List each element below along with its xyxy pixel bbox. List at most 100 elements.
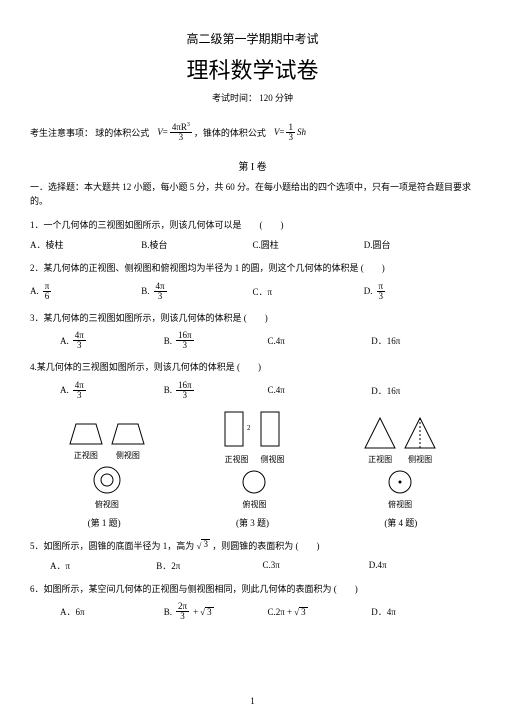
triangle-icon	[363, 416, 397, 450]
fig3: 2 正视图 侧视图 俯视图	[221, 410, 287, 510]
fig3-top-label: 俯视图	[242, 499, 266, 510]
q6-opts: A．6π B. 2π3 + √3 C.2π + √3 D．4π	[30, 602, 475, 621]
page-number: 1	[0, 696, 505, 706]
q4-text: 4.某几何体的三视图如图所示，则该几何体的体积是 ( )	[30, 360, 475, 374]
fig4-top-label: 俯视图	[388, 499, 412, 510]
q3-opts: A. 4π3 B. 16π3 C.4π D．16π	[30, 331, 475, 350]
fig4-side: 侧视图	[403, 416, 437, 465]
q5-sqrt: 3	[201, 539, 210, 549]
fig1-top: 俯视图	[92, 465, 122, 510]
q5-text: 5．如图所示，圆锥的底面半径为 1，高为 √3 ，则圆锥的表面积为 ( )	[30, 539, 475, 553]
q2-a-label: A.	[30, 286, 39, 296]
q6-c-label: C.2π +	[268, 607, 293, 617]
q2-d-den: 3	[377, 292, 386, 301]
q4-c: C.4π	[268, 385, 372, 395]
circle-dot-icon	[387, 469, 413, 495]
caption-3: (第 3 题)	[236, 516, 269, 529]
q2-b-label: B.	[141, 286, 149, 296]
q5-a: A．π	[50, 559, 156, 572]
fig1-side-label: 侧视图	[116, 450, 140, 461]
q1-a: A．棱柱	[30, 238, 141, 251]
q1-c: C.圆柱	[253, 238, 364, 251]
f1-sup: 3	[187, 122, 190, 128]
q5-b: B．2π	[156, 559, 262, 572]
q6-text: 6．如图所示，某空间几何体的正视图与侧视图相同，则此几何体的表面积为 ( )	[30, 582, 475, 596]
fig3-side-label: 侧视图	[260, 454, 284, 465]
q5-d: D.4π	[369, 560, 475, 570]
q2-d-label: D.	[364, 286, 373, 296]
fig3-side: 侧视图	[257, 410, 287, 465]
dim-2: 2	[247, 424, 251, 432]
q1-text: 1．一个几何体的三视图如图所示，则该几何体可以是 ( )	[30, 218, 475, 232]
q1-d: D.圆台	[364, 238, 475, 251]
sqrt-icon: √3	[294, 607, 307, 617]
q3-text: 3．某几何体的三视图如图所示，则该几何体的体积是 ( )	[30, 311, 475, 325]
circle-icon	[241, 469, 267, 495]
triangle-icon	[403, 416, 437, 450]
q3-d: D．16π	[371, 334, 475, 347]
q3-c: C.4π	[268, 336, 372, 346]
q4-b-label: B.	[164, 385, 172, 395]
q1-b: B.棱台	[141, 238, 252, 251]
q2-b: B. 4π3	[141, 282, 252, 301]
q4-opts: A. 4π3 B. 16π3 C.4π D．16π	[30, 381, 475, 400]
f1-num: 4πR	[172, 122, 187, 132]
rect-icon	[257, 410, 287, 450]
trapezoid-icon	[110, 422, 146, 446]
q6-b-sqrt: 3	[205, 607, 214, 617]
caption-1: (第 1 题)	[88, 516, 121, 529]
fig4-top: 俯视图	[387, 469, 413, 510]
donut-icon	[92, 465, 122, 495]
fig1-top-label: 俯视图	[95, 499, 119, 510]
f1-frac: 4πR3 3	[170, 122, 192, 142]
trapezoid-icon	[68, 422, 104, 446]
q4-b: B. 16π3	[164, 381, 268, 400]
note-mid: ，锥体的体积公式	[194, 126, 266, 139]
exam-time: 考试时间： 120 分钟	[30, 91, 475, 104]
q2-c: C．π	[253, 285, 364, 298]
q1-opts: A．棱柱 B.棱台 C.圆柱 D.圆台	[30, 238, 475, 251]
q2-a: A. π6	[30, 282, 141, 301]
fig1-front: 正视图	[68, 422, 104, 461]
caption-4: (第 4 题)	[384, 516, 417, 529]
note-formulas: 考生注意事项： 球的体积公式 V = 4πR3 3 ，锥体的体积公式 V = 1…	[30, 122, 475, 142]
fig1-front-label: 正视图	[74, 450, 98, 461]
f2-frac: 1 3	[286, 123, 295, 142]
f2-eq: =	[279, 127, 284, 137]
q4-a-den: 3	[75, 391, 84, 400]
q2-opts: A. π6 B. 4π3 C．π D. π3	[30, 282, 475, 301]
q5-opts: A．π B．2π C.3π D.4π	[30, 559, 475, 572]
q3-b-label: B.	[164, 336, 172, 346]
instructions-1: 一．选择题：本大题共 12 小题，每小题 5 分，共 60 分。在每小题给出的四…	[30, 181, 475, 208]
rect-icon: 2	[221, 410, 251, 450]
fig1: 正视图 侧视图 俯视图	[68, 422, 146, 510]
fig1-side: 侧视图	[110, 422, 146, 461]
q4-a-label: A.	[60, 385, 69, 395]
q3-b-den: 3	[181, 341, 190, 350]
q5-c: C.3π	[263, 560, 369, 570]
fig3-front-label: 正视图	[224, 454, 248, 465]
q2-a-den: 6	[43, 292, 52, 301]
section-1: 第 I 卷	[30, 158, 475, 173]
title-line2: 理科数学试卷	[30, 53, 475, 85]
f2-den: 3	[286, 133, 295, 142]
fig4: 正视图 侧视图 俯视图	[363, 416, 437, 510]
fig4-front-label: 正视图	[368, 454, 392, 465]
q4-d: D．16π	[371, 384, 475, 397]
figure-row: 正视图 侧视图 俯视图 2 正视图	[30, 410, 475, 510]
q6-b: B. 2π3 + √3	[164, 602, 268, 621]
f2-num: 1	[286, 123, 295, 133]
fig4-side-label: 侧视图	[408, 454, 432, 465]
q3-a-den: 3	[75, 341, 84, 350]
q2-b-den: 3	[156, 292, 165, 301]
fig3-top: 俯视图	[241, 469, 267, 510]
fig4-front: 正视图	[363, 416, 397, 465]
q6-b-plus: +	[193, 607, 198, 617]
sqrt-icon: √3	[200, 607, 213, 617]
figure-captions: (第 1 题) (第 3 题) (第 4 题)	[30, 516, 475, 529]
f1-den: 3	[177, 133, 186, 142]
title-line1: 高二级第一学期期中考试	[30, 30, 475, 47]
note-prefix: 考生注意事项： 球的体积公式	[30, 126, 149, 139]
f2-rest: Sh	[297, 127, 306, 137]
q3-a: A. 4π3	[60, 331, 164, 350]
